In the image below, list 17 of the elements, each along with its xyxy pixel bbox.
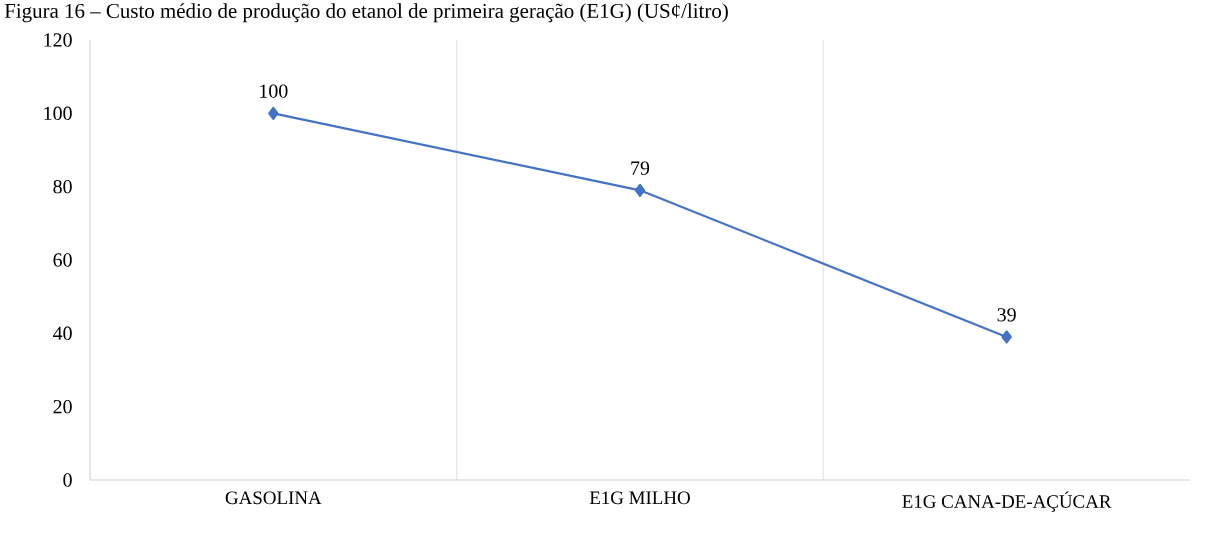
- point: [634, 183, 646, 197]
- x-tick-label: E1G CANA-DE-AÇÚCAR: [902, 491, 1112, 512]
- y-tick-label: 60: [53, 253, 72, 267]
- x-tick-label: E1G MILHO: [589, 491, 690, 505]
- point: [1001, 330, 1012, 344]
- data-label: 100: [260, 84, 288, 98]
- y-tick-label: 80: [53, 179, 72, 194]
- y-tick-label: 20: [53, 399, 72, 414]
- x-tick-label: GASOLINA: [225, 491, 322, 505]
- chart-title: Figura 16 – Custo médio de produção do etanol de primeira geração (E1G) (US¢/litro): [4, 3, 728, 23]
- y-tick-label: 40: [53, 326, 72, 341]
- y-tick-label: 120: [44, 33, 72, 47]
- data-label: 39: [997, 308, 1016, 322]
- y-tick-label: 100: [44, 106, 72, 121]
- data-label: 79: [631, 161, 650, 175]
- point: [268, 106, 279, 120]
- y-tick-label: 0: [63, 473, 72, 487]
